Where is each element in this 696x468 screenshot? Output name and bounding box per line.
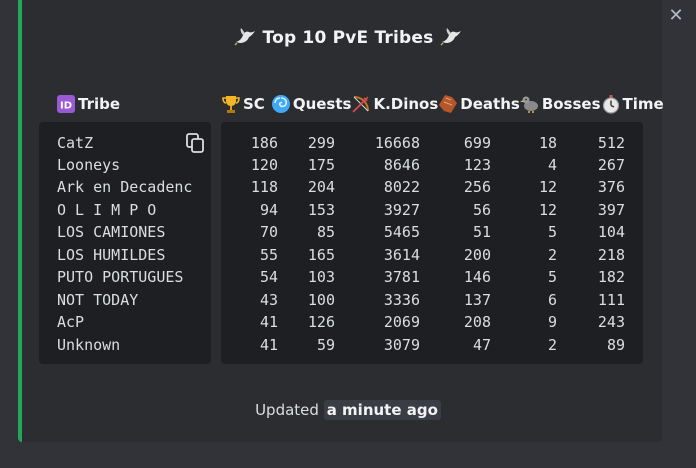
stats-field-header: SC Quests K.Dinos Deaths bbox=[221, 94, 664, 114]
tribe-name: CatZ bbox=[57, 134, 94, 152]
kdinos-value: 3079 bbox=[383, 336, 420, 354]
kdinos-value: 8022 bbox=[383, 178, 420, 196]
trophy-icon bbox=[222, 96, 240, 113]
bosses-value: 2 bbox=[547, 246, 557, 264]
bosses-value: 18 bbox=[538, 134, 557, 152]
sc-value: 41 bbox=[259, 313, 278, 331]
quests-header-label: Quests bbox=[292, 95, 352, 113]
embed-footer: Updated a minute ago bbox=[0, 400, 696, 420]
quests-value: 103 bbox=[307, 268, 335, 286]
quests-value: 175 bbox=[307, 156, 335, 174]
embed-accent-bar bbox=[18, 0, 22, 442]
timestamp-badge[interactable]: a minute ago bbox=[323, 400, 441, 420]
sc-value: 70 bbox=[259, 223, 278, 241]
kdinos-value: 5465 bbox=[383, 223, 420, 241]
tribe-name: NOT TODAY bbox=[57, 291, 139, 309]
sc-value: 94 bbox=[259, 201, 278, 219]
time-value: 89 bbox=[606, 336, 625, 354]
kdinos-value: 3781 bbox=[383, 268, 420, 286]
kdinos-value: 8646 bbox=[383, 156, 420, 174]
embed-title-text: Top 10 PvE Tribes bbox=[262, 28, 434, 48]
bosses-value: 6 bbox=[547, 291, 557, 309]
cyclone-icon bbox=[271, 95, 290, 113]
quests-value: 165 bbox=[307, 246, 335, 264]
time-value: 267 bbox=[597, 156, 625, 174]
updated-label: Updated bbox=[255, 401, 319, 419]
bosses-value: 5 bbox=[547, 268, 557, 286]
time-value: 218 bbox=[597, 246, 625, 264]
tribe-name: O L I M P O bbox=[57, 201, 157, 219]
deaths-value: 47 bbox=[472, 336, 491, 354]
time-header-label: Time bbox=[622, 95, 664, 113]
close-icon[interactable]: ✕ bbox=[668, 5, 684, 26]
tribe-name: Looneys bbox=[57, 156, 121, 174]
dove-icon bbox=[440, 28, 461, 46]
deaths-value: 699 bbox=[463, 134, 491, 152]
kdinos-header-label: K.Dinos bbox=[373, 95, 439, 113]
dove-icon bbox=[234, 28, 256, 46]
sc-value: 120 bbox=[250, 156, 278, 174]
deaths-value: 146 bbox=[463, 268, 491, 286]
deaths-value: 137 bbox=[463, 291, 491, 309]
tribe-name: PUTO PORTUGUES bbox=[57, 268, 184, 286]
kdinos-value: 2069 bbox=[383, 313, 420, 331]
deaths-value: 208 bbox=[463, 313, 491, 331]
stats-code-block: 186 299 16668 699 18 512 120 175 8646 123 4 267 118 2… bbox=[221, 122, 643, 364]
time-value: 397 bbox=[597, 201, 625, 219]
bosses-value: 9 bbox=[547, 313, 557, 331]
sc-value: 186 bbox=[250, 134, 278, 152]
tribe-name: Unknown bbox=[57, 336, 121, 354]
bosses-value: 12 bbox=[538, 201, 557, 219]
quests-value: 59 bbox=[316, 336, 335, 354]
embed-title: Top 10 PvE Tribes bbox=[0, 28, 696, 48]
deaths-header-label: Deaths bbox=[460, 95, 520, 113]
tribe-code-block: CatZ Looneys Ark en Decadenc O L I M P O… bbox=[39, 122, 211, 364]
bosses-value: 5 bbox=[547, 223, 557, 241]
sc-value: 54 bbox=[259, 268, 278, 286]
quests-value: 85 bbox=[316, 223, 335, 241]
coffin-icon bbox=[439, 95, 458, 113]
quests-value: 100 bbox=[307, 291, 335, 309]
id-icon: ID bbox=[57, 95, 75, 113]
bosses-value: 2 bbox=[547, 336, 557, 354]
sc-value: 43 bbox=[259, 291, 278, 309]
tribe-header-label: Tribe bbox=[78, 95, 121, 113]
time-value: 182 bbox=[597, 268, 625, 286]
sc-value: 55 bbox=[259, 246, 278, 264]
tribe-name: AcP bbox=[57, 313, 85, 331]
quests-value: 153 bbox=[307, 201, 335, 219]
bosses-value: 4 bbox=[547, 156, 557, 174]
time-value: 376 bbox=[597, 178, 625, 196]
kdinos-value: 3927 bbox=[383, 201, 420, 219]
deaths-value: 200 bbox=[463, 246, 491, 264]
svg-text:ID: ID bbox=[60, 101, 72, 112]
sc-value: 118 bbox=[250, 178, 278, 196]
quests-value: 299 bbox=[307, 134, 335, 152]
kdinos-value: 3336 bbox=[383, 291, 420, 309]
time-value: 111 bbox=[597, 291, 625, 309]
kdinos-value: 16668 bbox=[374, 134, 420, 152]
tribe-name: LOS HUMILDES bbox=[57, 246, 166, 264]
deaths-value: 123 bbox=[463, 156, 491, 174]
tribe-field-header: ID Tribe bbox=[56, 94, 120, 118]
sc-value: 41 bbox=[259, 336, 278, 354]
time-value: 243 bbox=[597, 313, 625, 331]
bosses-value: 12 bbox=[538, 178, 557, 196]
quests-value: 204 bbox=[307, 178, 335, 196]
copy-icon[interactable] bbox=[186, 133, 204, 153]
deaths-value: 256 bbox=[463, 178, 491, 196]
kdinos-value: 3614 bbox=[383, 246, 420, 264]
stopwatch-icon bbox=[602, 95, 619, 114]
bosses-header-label: Bosses bbox=[541, 95, 601, 113]
bow-arrow-icon bbox=[352, 96, 370, 113]
deaths-value: 51 bbox=[472, 223, 491, 241]
tribe-name: LOS CAMIONES bbox=[57, 223, 166, 241]
tribe-name: Ark en Decadenc bbox=[57, 178, 193, 196]
time-value: 104 bbox=[597, 223, 625, 241]
time-value: 512 bbox=[597, 134, 625, 152]
quests-value: 126 bbox=[307, 313, 335, 331]
deaths-value: 56 bbox=[472, 201, 491, 219]
dodo-icon bbox=[519, 96, 538, 113]
sc-header-label: SC bbox=[243, 95, 265, 113]
